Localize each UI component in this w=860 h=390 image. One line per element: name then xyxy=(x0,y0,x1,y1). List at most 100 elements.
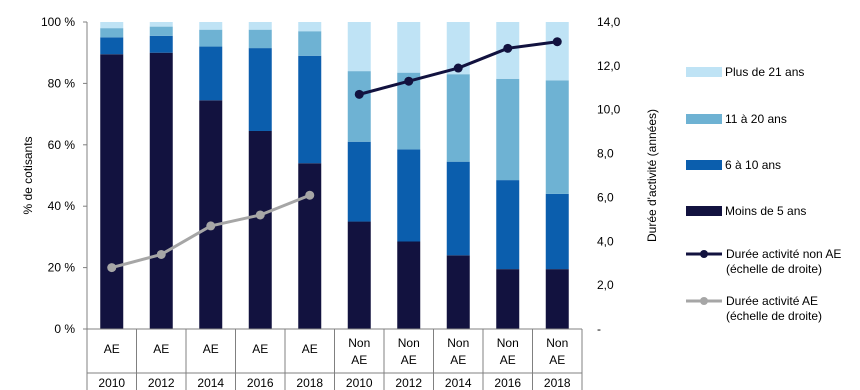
x-tick-year: 2014 xyxy=(445,376,472,390)
line-point-0-3 xyxy=(503,43,513,53)
legend-swatch-0 xyxy=(686,67,722,77)
x-tick-label: AE xyxy=(104,342,120,356)
x-tick-label-line2: AE xyxy=(351,353,367,367)
y2-tick-label: 4,0 xyxy=(597,234,614,248)
legend-label-0: Plus de 21 ans xyxy=(725,65,804,79)
bar-segment-0-1 xyxy=(149,52,173,329)
x-tick-label-line1: Non xyxy=(348,336,370,350)
line-point-1-3 xyxy=(255,210,265,220)
y-tick-label-left: 60 % xyxy=(48,138,76,152)
bar-segment-1-0 xyxy=(100,37,124,55)
bar-segment-0-7 xyxy=(446,255,470,329)
x-tick-label-line1: Non xyxy=(398,336,420,350)
bar-segment-2-3 xyxy=(248,29,272,49)
x-tick-label-line1: Non xyxy=(497,336,519,350)
x-tick-year: 2014 xyxy=(197,376,224,390)
y2-tick-label: 2,0 xyxy=(597,278,614,292)
bar-segment-2-8 xyxy=(496,78,520,181)
x-tick-year: 2012 xyxy=(148,376,175,390)
line-point-1-4 xyxy=(305,190,315,200)
bar-segment-0-9 xyxy=(545,269,569,329)
bar-segment-1-8 xyxy=(496,180,520,270)
x-tick-year: 2016 xyxy=(247,376,274,390)
x-tick-label-line2: AE xyxy=(401,353,417,367)
bar-segment-2-5 xyxy=(347,71,371,142)
bar-segment-0-2 xyxy=(199,100,223,329)
bar-segment-1-1 xyxy=(149,35,173,53)
legend-label-1: 11 à 20 ans xyxy=(725,112,787,126)
x-tick-label-line2: AE xyxy=(500,353,516,367)
legend-label-2: 6 à 10 ans xyxy=(725,158,781,172)
y-tick-label-left: 20 % xyxy=(48,261,76,275)
bar-segment-1-2 xyxy=(199,46,223,101)
bar-segment-1-7 xyxy=(446,161,470,256)
x-tick-year: 2010 xyxy=(98,376,125,390)
bar-segment-2-2 xyxy=(199,29,223,47)
x-tick-label-line1: Non xyxy=(546,336,568,350)
bar-segment-0-3 xyxy=(248,130,272,329)
bar-segment-3-0 xyxy=(100,22,124,29)
bar-segment-1-4 xyxy=(298,55,322,164)
line-point-0-1 xyxy=(404,76,414,86)
x-tick-label-line2: AE xyxy=(450,353,466,367)
legend-label-3: Moins de 5 ans xyxy=(725,204,806,218)
x-tick-label: AE xyxy=(203,342,219,356)
legend-marker-4 xyxy=(700,250,708,258)
bar-segment-0-5 xyxy=(347,221,371,329)
bar-segment-3-5 xyxy=(347,22,371,72)
bar-segment-3-1 xyxy=(149,22,173,27)
bar-segment-3-2 xyxy=(199,22,223,30)
bar-segment-1-6 xyxy=(397,149,421,242)
line-point-1-0 xyxy=(107,263,117,273)
legend-label-5-1: (échelle de droite) xyxy=(726,309,822,323)
legend-swatch-1 xyxy=(686,114,722,124)
y2-tick-label: 12,0 xyxy=(597,59,621,73)
x-tick-label-line2: AE xyxy=(549,353,565,367)
x-tick-year: 2010 xyxy=(346,376,373,390)
x-tick-label: AE xyxy=(153,342,169,356)
y2-tick-label: 8,0 xyxy=(597,147,614,161)
y-axis-title: % de cotisants xyxy=(21,136,35,214)
bar-segment-2-0 xyxy=(100,28,124,38)
line-point-1-1 xyxy=(156,249,166,259)
legend-label-5-0: Durée activité AE xyxy=(726,294,818,308)
x-tick-year: 2012 xyxy=(395,376,422,390)
bar-segment-3-6 xyxy=(397,22,421,73)
bar-segment-3-9 xyxy=(545,22,569,81)
x-tick-year: 2018 xyxy=(296,376,323,390)
x-tick-year: 2018 xyxy=(544,376,571,390)
bar-segment-0-4 xyxy=(298,163,322,329)
y2-tick-label: - xyxy=(597,322,601,336)
bar-segment-3-7 xyxy=(446,22,470,75)
line-point-0-2 xyxy=(453,63,463,73)
bar-segment-0-6 xyxy=(397,241,421,329)
bar-segment-2-1 xyxy=(149,26,173,36)
bar-segment-2-9 xyxy=(545,80,569,194)
bar-segment-3-3 xyxy=(248,22,272,30)
x-tick-label-line1: Non xyxy=(447,336,469,350)
bar-segment-3-4 xyxy=(298,22,322,32)
line-point-0-4 xyxy=(552,37,562,47)
legend-marker-5 xyxy=(700,297,708,305)
legend-label-4-1: (échelle de droite) xyxy=(726,262,822,276)
y-tick-label-left: 40 % xyxy=(48,199,76,213)
legend-label-4-0: Durée activité non AE xyxy=(726,247,841,261)
bar-segment-1-9 xyxy=(545,193,569,270)
bar-segment-2-6 xyxy=(397,72,421,150)
line-point-1-2 xyxy=(206,221,216,231)
legend-swatch-2 xyxy=(686,160,722,170)
y-tick-label-left: 0 % xyxy=(54,322,75,336)
bar-segment-1-5 xyxy=(347,141,371,222)
y2-tick-label: 6,0 xyxy=(597,190,614,204)
bar-segment-0-8 xyxy=(496,269,520,329)
x-tick-label: AE xyxy=(302,342,318,356)
bar-segment-2-4 xyxy=(298,31,322,56)
legend-swatch-3 xyxy=(686,206,722,216)
y-tick-label-left: 80 % xyxy=(48,76,76,90)
y2-tick-label: 10,0 xyxy=(597,103,621,117)
line-point-0-0 xyxy=(354,89,364,99)
y-tick-label-left: 100 % xyxy=(41,15,75,29)
y2-axis-title: Durée d'activité (années) xyxy=(645,109,659,242)
x-tick-year: 2016 xyxy=(494,376,521,390)
